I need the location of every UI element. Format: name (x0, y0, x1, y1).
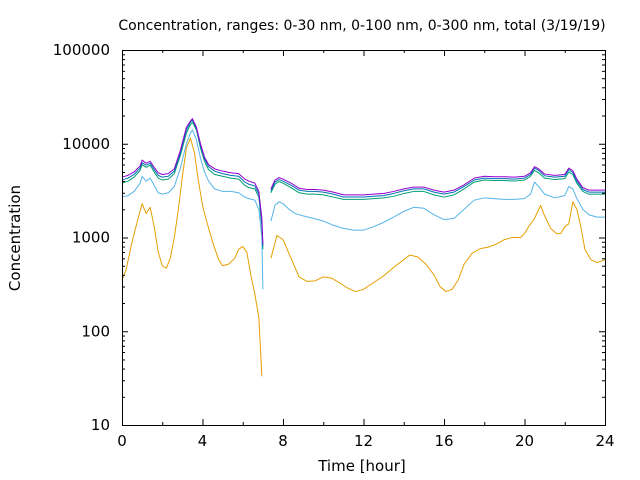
y-axis-label: Concentration (6, 185, 24, 291)
x-axis-label: Time [hour] (317, 457, 406, 475)
series-line-2 (121, 121, 605, 250)
plot-frame (122, 50, 606, 426)
series-line-0 (121, 137, 606, 377)
x-tick-label: 16 (434, 432, 453, 450)
x-tick-label: 8 (278, 432, 288, 450)
tick-layer: 0 4 8 12 16 20 24 10 100 1000 10000 100000 (53, 41, 615, 450)
y-tick-label: 1000 (72, 229, 110, 247)
x-tick-label: 20 (515, 432, 534, 450)
chart-title: Concentration, ranges: 0-30 nm, 0-100 nm… (118, 18, 605, 34)
x-tick-label: 12 (354, 432, 373, 450)
series-line-1 (121, 129, 605, 290)
series-line-4 (121, 118, 605, 245)
series-layer (121, 118, 606, 377)
y-tick-label: 100 (81, 322, 110, 340)
x-tick-label: 4 (198, 432, 208, 450)
series-line-3 (121, 119, 605, 247)
x-tick-label: 24 (595, 432, 614, 450)
y-tick-label: 100000 (53, 41, 110, 59)
y-tick-label: 10 (91, 416, 110, 434)
y-tick-label: 10000 (62, 135, 110, 153)
x-tick-label: 0 (117, 432, 127, 450)
